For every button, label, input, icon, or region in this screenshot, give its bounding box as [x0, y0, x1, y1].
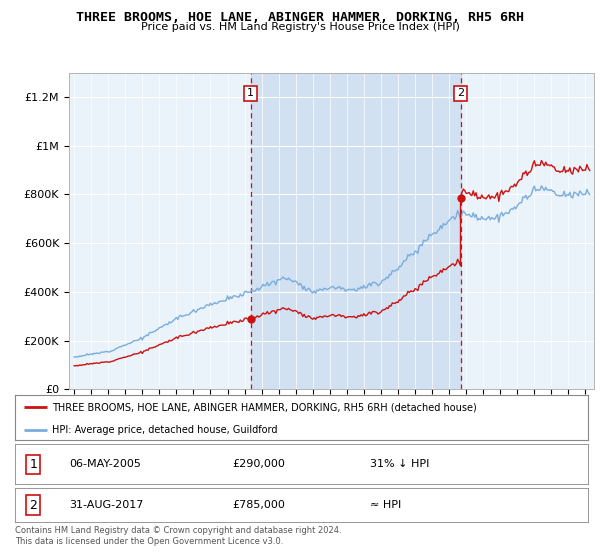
Text: 2: 2	[457, 88, 464, 99]
Bar	[251, 73, 461, 389]
Text: £785,000: £785,000	[233, 500, 286, 510]
Text: £290,000: £290,000	[233, 459, 286, 469]
Text: ≈ HPI: ≈ HPI	[370, 500, 401, 510]
Text: 31% ↓ HPI: 31% ↓ HPI	[370, 459, 430, 469]
Text: 2: 2	[29, 498, 37, 512]
Text: 31-AUG-2017: 31-AUG-2017	[70, 500, 144, 510]
Text: Price paid vs. HM Land Registry's House Price Index (HPI): Price paid vs. HM Land Registry's House …	[140, 22, 460, 32]
Text: THREE BROOMS, HOE LANE, ABINGER HAMMER, DORKING, RH5 6RH (detached house): THREE BROOMS, HOE LANE, ABINGER HAMMER, …	[52, 402, 477, 412]
Text: THREE BROOMS, HOE LANE, ABINGER HAMMER, DORKING, RH5 6RH: THREE BROOMS, HOE LANE, ABINGER HAMMER, …	[76, 11, 524, 24]
Text: 06-MAY-2005: 06-MAY-2005	[70, 459, 142, 469]
Text: HPI: Average price, detached house, Guildford: HPI: Average price, detached house, Guil…	[52, 424, 278, 435]
Text: 1: 1	[247, 88, 254, 99]
Text: 1: 1	[29, 458, 37, 471]
Text: Contains HM Land Registry data © Crown copyright and database right 2024.
This d: Contains HM Land Registry data © Crown c…	[15, 526, 341, 546]
